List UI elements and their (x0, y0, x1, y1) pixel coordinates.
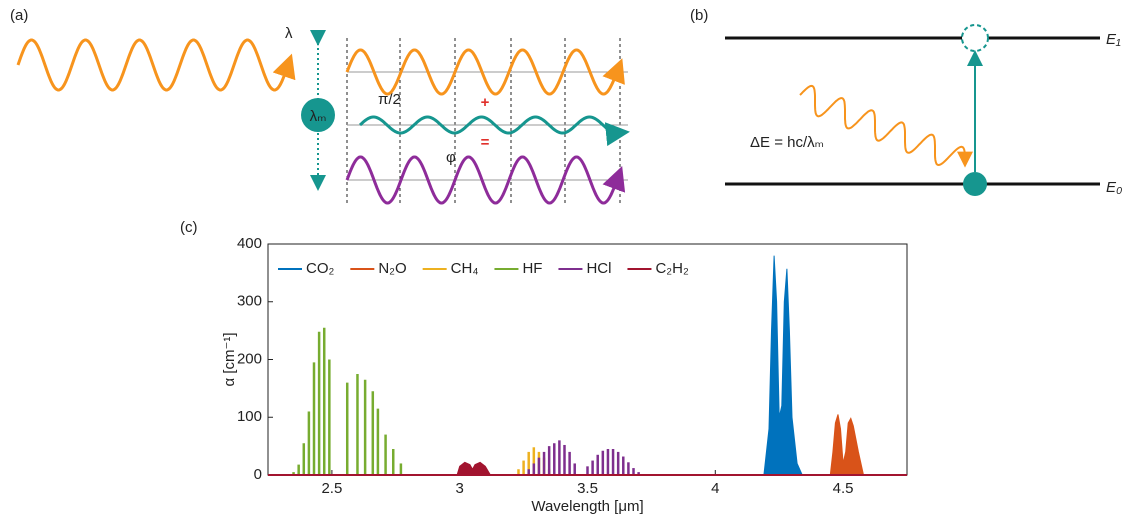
wave (345, 48, 625, 96)
x-tick-label: 2.5 (321, 480, 342, 497)
legend-label: CH₄ (451, 260, 479, 277)
absorption-band (763, 255, 803, 476)
equals: = (481, 134, 490, 151)
x-tick-label: 3.5 (577, 480, 598, 497)
x-tick-label: 4 (711, 480, 719, 497)
excited-state (961, 24, 989, 52)
phase: φ (446, 149, 456, 166)
wave (345, 155, 626, 205)
absorption-band (456, 461, 492, 476)
molecule-label: λₘ (310, 108, 327, 125)
legend-label: N₂O (378, 260, 406, 277)
panel-a: (a) λ λₘ π/2 + = φ (10, 7, 628, 205)
baselines (347, 71, 628, 181)
x-tick-label: 3 (456, 480, 464, 497)
panel-label: (c) (180, 219, 198, 236)
y-tick-label: 300 (237, 293, 262, 310)
lower-level-label: E₀ (1106, 179, 1122, 196)
legend-label: HF (522, 260, 542, 277)
x-axis-label: Wavelength [μm] (531, 498, 643, 515)
y-tick-label: 100 (237, 408, 262, 425)
plot-frame (267, 243, 908, 476)
y-tick-label: 400 (237, 235, 262, 252)
upper-level-label: E₁ (1106, 31, 1121, 48)
ground-state (963, 172, 987, 196)
molecule (301, 98, 335, 132)
y-axis-label: α [cm⁻¹] (221, 332, 238, 386)
photon (799, 84, 973, 168)
wavelength-label: λ (285, 25, 293, 42)
wave (358, 115, 630, 147)
wave (16, 38, 296, 92)
phase-shift: π/2 (378, 91, 401, 108)
y-tick-label: 200 (237, 350, 262, 367)
panel-label: (a) (10, 7, 28, 24)
energy-label: ΔE = hc/λₘ (750, 134, 824, 151)
absorption-band (829, 414, 864, 476)
y-tick-label: 0 (254, 466, 262, 483)
plus: + (481, 94, 490, 111)
legend-label: CO₂ (306, 260, 335, 277)
legend-label: C₂H₂ (655, 260, 688, 277)
panel-b: (b) E₁ E₀ ΔE = hc/λₘ (690, 7, 1122, 196)
panel-label: (b) (690, 7, 708, 24)
x-tick-label: 4.5 (833, 480, 854, 497)
legend-label: HCl (586, 260, 611, 277)
